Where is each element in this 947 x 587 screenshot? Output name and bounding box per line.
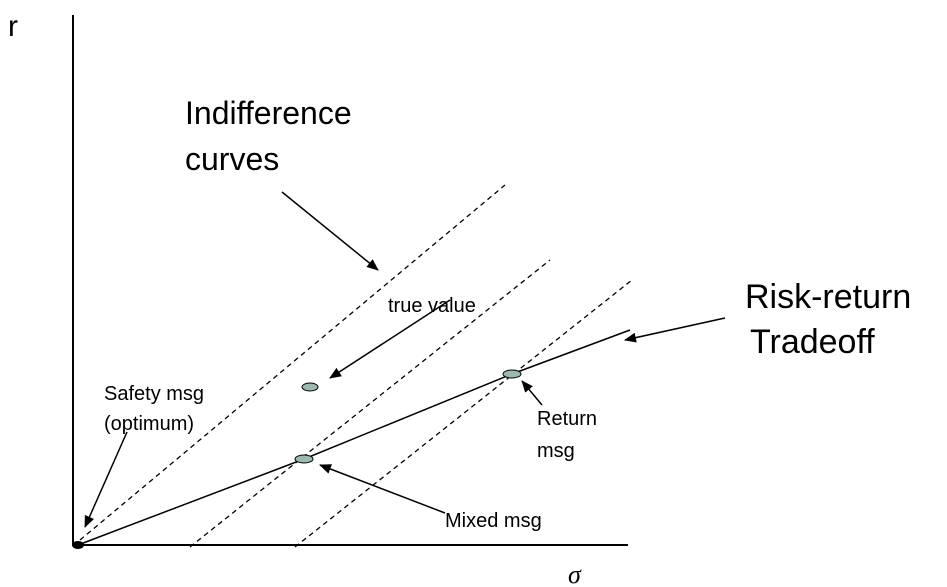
- indifference-curves: [79, 184, 633, 548]
- arrow: [84, 431, 128, 528]
- risk-return-label: Tradeoff: [750, 323, 875, 361]
- arrow: [319, 464, 446, 514]
- arrow: [329, 299, 451, 379]
- indifference-line: [189, 259, 551, 548]
- true-value-point: [301, 382, 319, 392]
- arrow: [521, 380, 543, 406]
- mixed-label: Mixed msg: [445, 510, 542, 532]
- origin-point: [72, 541, 84, 549]
- indifference-label: Indifference: [185, 95, 352, 131]
- mixed-point: [294, 454, 314, 464]
- safety-label: (optimum): [104, 413, 194, 435]
- return-label: Return: [537, 408, 597, 430]
- indifference-line: [79, 184, 506, 541]
- risk-return-label: Risk-return: [745, 278, 911, 316]
- true-value-label: true value: [388, 295, 476, 317]
- indifference-label: curves: [185, 141, 279, 177]
- return-point: [502, 369, 522, 379]
- risk-return-line: [77, 329, 631, 546]
- arrows: [84, 191, 726, 528]
- x-axis-label: σ: [568, 560, 582, 587]
- return-label: msg: [537, 440, 575, 462]
- safety-label: Safety msg: [104, 383, 204, 405]
- arrow: [624, 317, 726, 343]
- y-axis-label: r: [8, 10, 18, 43]
- arrow: [281, 191, 379, 271]
